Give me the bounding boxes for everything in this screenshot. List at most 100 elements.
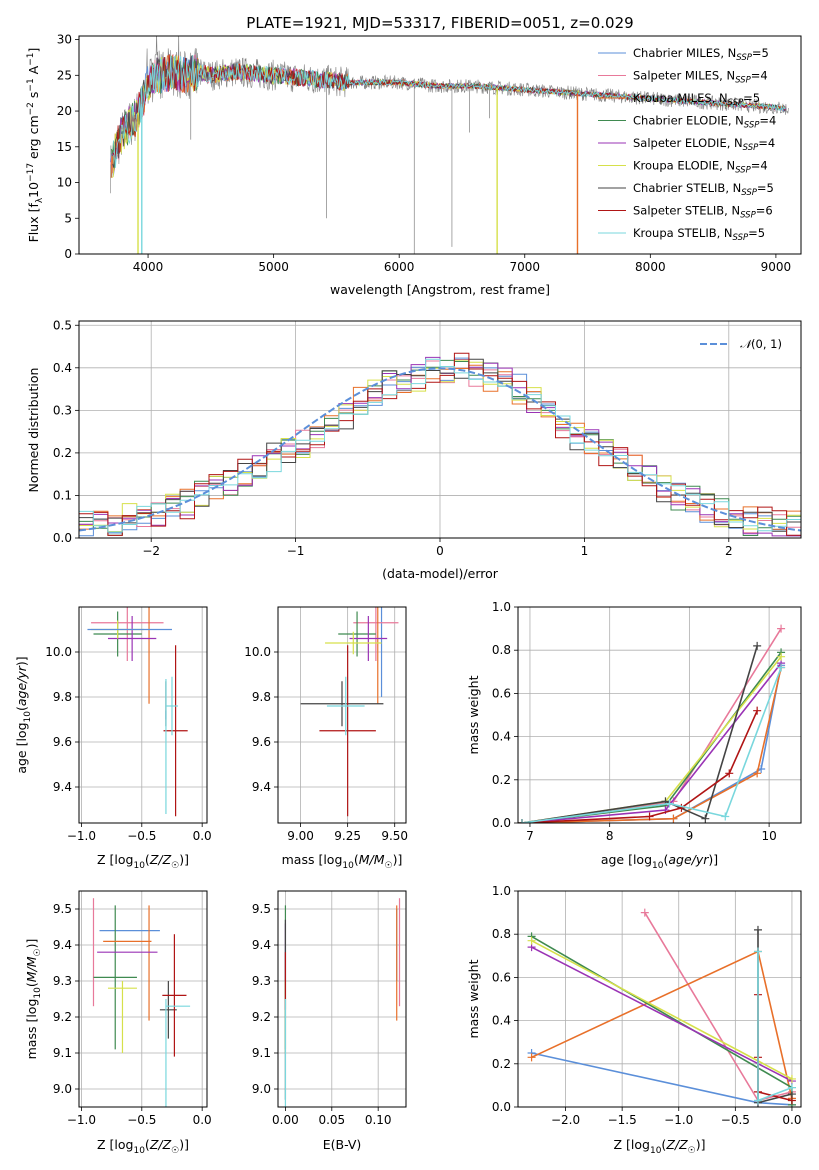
y-tick-label: 0.1 <box>53 488 72 502</box>
x-tick-label: 9.25 <box>334 829 361 843</box>
legend-sub: SSP <box>728 98 744 108</box>
x-axis-label-part: Z [log <box>97 1137 133 1152</box>
weight-marker <box>665 799 674 808</box>
axes-frame <box>277 606 407 824</box>
x-axis-label-part: M/M <box>359 852 385 867</box>
weight-marker <box>753 641 762 650</box>
x-tick-label: −1 <box>287 544 305 558</box>
x-tick-label: 2 <box>725 544 733 558</box>
y-axis-label: Normed distribution <box>26 368 41 493</box>
x-tick-label: −1.0 <box>67 1113 96 1127</box>
y-axis-label-part: λ <box>35 197 45 203</box>
y-tick-label: 9.4 <box>252 780 271 794</box>
figure-title: PLATE=1921, MJD=53317, FIBERID=0051, z=0… <box>246 14 633 32</box>
weight-line-kroupa-miles <box>531 950 793 1099</box>
weight-marker <box>787 1083 796 1092</box>
x-axis-label-part: 10 <box>650 1146 662 1156</box>
y-tick-label: 9.2 <box>53 1010 72 1024</box>
x-tick-label: 7000 <box>509 260 540 274</box>
y-tick-label: 10.0 <box>244 645 271 659</box>
x-axis-label-part: 10 <box>342 861 354 871</box>
x-axis-label-part: ( <box>663 852 668 867</box>
legend-sub: SSP <box>735 166 751 176</box>
x-axis-label-part: )] <box>179 852 189 867</box>
y-axis-label-part: )] <box>24 939 39 949</box>
y-tick-label: 1.0 <box>492 884 511 898</box>
y-axis-label: mass weight <box>466 959 481 1038</box>
legend-sub: SSP <box>744 121 760 131</box>
x-axis-label: wavelength [Angstrom, rest frame] <box>330 282 550 297</box>
weight-marker <box>777 652 786 661</box>
y-axis-label-part: ☉ <box>33 948 43 956</box>
x-axis-label-part: ☉ <box>171 1146 179 1156</box>
x-axis-label-part: )] <box>696 1137 706 1152</box>
y-axis-label: mass [log10(M/M☉)] <box>24 939 43 1060</box>
y-tick-label: 9.8 <box>53 690 72 704</box>
spectrum-plot: 4000 5000 6000 7000 8000 9000 0 5 10 15 20 25 30 Chab… <box>26 33 802 297</box>
x-axis-label-part: Z [log <box>97 852 133 867</box>
y-tick-label: 0 <box>64 247 72 261</box>
legend-sub: SSP <box>740 211 756 221</box>
x-axis-label: age [log10(age/yr)] <box>601 852 718 871</box>
y-axis-label-part: 10 <box>23 711 33 723</box>
legend-label: Salpeter STELIB, NSSP=6 <box>633 204 773 221</box>
age-vs-metallicity-plot: −1.0 −0.5 0.09.49.69.810.0Z [log10(Z/Z☉)]a… <box>14 606 212 871</box>
legend-name: Kroupa ELODIE, N <box>633 159 735 173</box>
weight-line-chabrier-elodie <box>521 651 782 823</box>
y-axis-label-part: erg cm <box>26 115 41 163</box>
legend-value: =5 <box>757 181 774 195</box>
y-tick-label: 10 <box>57 176 72 190</box>
x-tick-label: 0.0 <box>193 1113 212 1127</box>
legend-sub: SSP <box>733 233 749 243</box>
weight-marker <box>753 769 762 778</box>
legend-value: =6 <box>756 204 773 218</box>
legend-value: =5 <box>743 91 760 105</box>
x-tick-label: 0.05 <box>318 1113 345 1127</box>
weight-marker <box>777 624 786 633</box>
y-tick-label: 0.4 <box>492 1014 511 1028</box>
legend-sub: SSP <box>743 143 759 153</box>
y-tick-label: 0.0 <box>492 816 511 830</box>
plot-area <box>300 607 399 817</box>
x-axis-label-part: age [log <box>601 852 652 867</box>
x-axis-label-part: )] <box>708 852 718 867</box>
legend-label: Chabrier MILES, NSSP=5 <box>633 46 769 63</box>
y-tick-label: 9.1 <box>53 1046 72 1060</box>
x-axis-label-part: 10 <box>652 861 664 871</box>
legend-label: Salpeter ELODIE, NSSP=4 <box>633 136 775 153</box>
x-axis-label: E(B-V) <box>323 1137 362 1152</box>
axes-frame <box>78 35 802 255</box>
legend-name: Salpeter STELIB, N <box>633 204 740 218</box>
x-tick-label: 9 <box>686 829 694 843</box>
y-tick-label: 30 <box>57 33 72 47</box>
model-spectrum-kroupa-stelib <box>112 55 786 168</box>
weight-marker <box>721 812 730 821</box>
y-tick-label: 9.3 <box>252 974 271 988</box>
plot-area <box>284 898 401 1107</box>
legend-name: Chabrier MILES, N <box>633 46 736 60</box>
x-axis-label-part: Z [log <box>614 1137 650 1152</box>
legend-label: 𝒩(0, 1) <box>740 337 782 351</box>
plot-area <box>92 898 191 1107</box>
x-axis-label-part: ☉ <box>385 861 393 871</box>
x-tick-label: 6000 <box>384 260 415 274</box>
x-tick-label: 0.0 <box>193 829 212 843</box>
weight-line-salpeter-elodie <box>531 946 793 1082</box>
x-tick-label: −1.0 <box>67 829 96 843</box>
y-axis-label-part: ( <box>24 982 39 987</box>
y-axis-label-part: 10 <box>33 987 43 999</box>
y-tick-label: 5 <box>64 211 72 225</box>
y-tick-label: 9.5 <box>53 902 72 916</box>
x-axis-label-part: Z/Z <box>665 1137 688 1152</box>
x-axis-label-part: age/yr <box>668 852 709 867</box>
y-axis-label: age [log10(age/yr)] <box>14 656 33 773</box>
x-axis-label-part: )] <box>393 852 403 867</box>
x-tick-label: 8 <box>606 829 614 843</box>
legend-value: =5 <box>752 46 769 60</box>
axes-frame <box>277 890 407 1108</box>
legend-name: Chabrier STELIB, N <box>633 181 741 195</box>
x-tick-label: 9.00 <box>287 829 314 843</box>
plot-area <box>87 607 188 817</box>
x-axis-label: Z [log10(Z/Z☉)] <box>97 1137 189 1156</box>
